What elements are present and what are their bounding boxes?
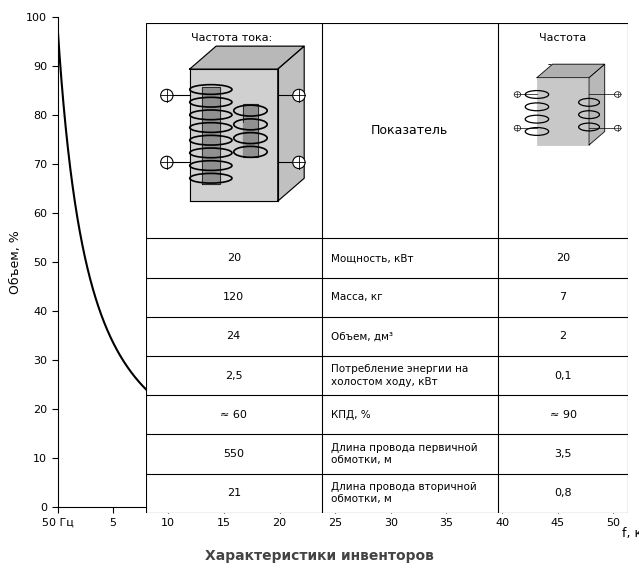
Text: 2,5: 2,5	[225, 371, 243, 380]
Circle shape	[293, 89, 305, 101]
Text: 20: 20	[556, 253, 570, 263]
Text: ≈ 60: ≈ 60	[220, 410, 247, 420]
Bar	[243, 104, 258, 157]
Circle shape	[160, 156, 173, 168]
Circle shape	[514, 92, 521, 97]
Text: 0,1: 0,1	[554, 371, 572, 380]
Text: Показатель: Показатель	[371, 124, 449, 137]
Bar	[202, 87, 220, 183]
Circle shape	[293, 156, 305, 168]
Text: 7: 7	[559, 292, 567, 303]
Polygon shape	[190, 46, 304, 69]
Text: 20: 20	[227, 253, 241, 263]
Text: Характеристики инвенторов: Характеристики инвенторов	[205, 549, 434, 563]
Bar	[537, 78, 589, 145]
Polygon shape	[589, 64, 604, 145]
Text: Длина провода первичной
обмотки, м: Длина провода первичной обмотки, м	[332, 443, 478, 465]
Text: Мощность, кВт: Мощность, кВт	[332, 253, 414, 263]
Text: 24: 24	[227, 331, 241, 342]
Text: 120: 120	[223, 292, 244, 303]
Text: Масса, кг: Масса, кг	[332, 292, 383, 303]
Text: 550: 550	[223, 449, 244, 459]
Text: 50 Гц: 50 Гц	[214, 62, 253, 75]
Text: Потребление энергии на
холостом ходу, кВт: Потребление энергии на холостом ходу, кВ…	[332, 364, 468, 387]
Circle shape	[514, 125, 521, 131]
Text: ≈ 90: ≈ 90	[550, 410, 576, 420]
Circle shape	[615, 125, 621, 131]
Y-axis label: Объем, %: Объем, %	[9, 230, 22, 294]
Text: 2: 2	[559, 331, 567, 342]
Polygon shape	[278, 46, 304, 201]
Text: Частота: Частота	[539, 33, 587, 43]
Text: f, кГц: f, кГц	[622, 527, 639, 540]
Text: 0,8: 0,8	[554, 488, 572, 499]
Circle shape	[160, 89, 173, 101]
Text: Объем, дм³: Объем, дм³	[332, 331, 394, 342]
Text: 21: 21	[227, 488, 241, 499]
Text: 50 кГц: 50 кГц	[539, 116, 587, 129]
Polygon shape	[537, 64, 604, 78]
Text: 3,5: 3,5	[554, 449, 572, 459]
Text: Частота тока:: Частота тока:	[191, 33, 276, 43]
Text: КПД, %: КПД, %	[332, 410, 371, 420]
Text: тока:: тока:	[548, 62, 578, 72]
Text: Длина провода вторичной
обмотки, м: Длина провода вторичной обмотки, м	[332, 482, 477, 504]
Circle shape	[615, 92, 621, 97]
Polygon shape	[190, 69, 278, 201]
